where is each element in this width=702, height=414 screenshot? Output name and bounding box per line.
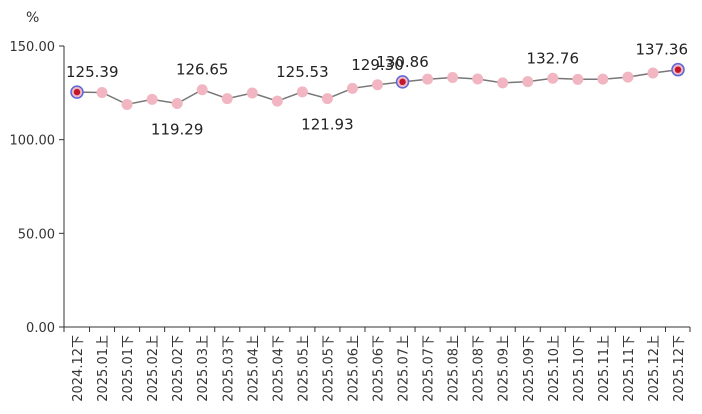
x-tick-label: 2025.01下 bbox=[121, 335, 136, 402]
data-label: 137.36 bbox=[636, 41, 689, 59]
y-tick-label: 100.00 bbox=[10, 134, 56, 149]
data-label: 125.39 bbox=[66, 63, 119, 81]
data-point bbox=[96, 86, 108, 98]
data-label: 132.76 bbox=[527, 49, 580, 67]
x-tick-label: 2025.05下 bbox=[321, 335, 336, 402]
x-tick-label: 2025.01上 bbox=[96, 335, 111, 402]
data-point bbox=[296, 86, 308, 98]
x-tick-label: 2025.08下 bbox=[472, 335, 487, 402]
data-point bbox=[246, 87, 258, 99]
x-tick-label: 2025.08上 bbox=[447, 335, 462, 402]
data-point bbox=[597, 73, 609, 85]
x-axis: 2024.12下 2025.01上 2025.01下 2025.02上 2025.02下… bbox=[63, 326, 691, 402]
x-tick-label: 2025.03下 bbox=[221, 335, 236, 402]
data-point bbox=[372, 79, 383, 91]
data-point bbox=[121, 98, 133, 110]
series-layer bbox=[70, 62, 685, 110]
x-tick-label: 2024.12下 bbox=[71, 335, 86, 402]
y-tick-label: 0.00 bbox=[26, 321, 55, 336]
highlighted-data-point-core bbox=[674, 66, 682, 73]
data-point bbox=[196, 84, 208, 96]
data-point bbox=[171, 98, 183, 110]
x-tick-label: 2025.04下 bbox=[271, 335, 286, 402]
x-tick-label: 2025.12下 bbox=[672, 335, 687, 402]
x-tick-label: 2025.03上 bbox=[196, 335, 211, 402]
data-label: 129.30 bbox=[351, 56, 404, 74]
x-tick-label: 2025.09下 bbox=[522, 335, 537, 402]
data-label: 130.86 bbox=[376, 53, 429, 71]
data-point bbox=[497, 77, 509, 89]
data-point bbox=[271, 95, 283, 107]
data-label: 125.53 bbox=[276, 63, 329, 81]
data-point bbox=[346, 82, 358, 94]
highlighted-data-point-core bbox=[399, 78, 406, 86]
data-point bbox=[447, 71, 459, 83]
data-label: 121.93 bbox=[301, 116, 354, 134]
data-point bbox=[547, 72, 559, 84]
y-tick-label: 150.00 bbox=[10, 40, 56, 55]
data-point bbox=[572, 73, 584, 85]
x-tick-label: 2025.10下 bbox=[572, 335, 587, 402]
data-point bbox=[622, 71, 634, 83]
y-tick-label: 50.00 bbox=[18, 227, 55, 242]
x-tick-label: 2025.10上 bbox=[547, 335, 562, 402]
data-point bbox=[647, 67, 659, 79]
x-tick-label: 2025.06上 bbox=[346, 335, 361, 402]
x-tick-label: 2025.07下 bbox=[422, 335, 437, 402]
highlighted-data-point-core bbox=[73, 88, 81, 96]
data-label-layer: 125.39 119.29 126.65 125.53 121.93 129.30130.… bbox=[66, 41, 688, 139]
y-axis-unit-label: % bbox=[26, 10, 39, 26]
x-tick-label: 2025.02上 bbox=[146, 335, 161, 402]
data-point bbox=[146, 93, 158, 105]
x-tick-label: 2025.12上 bbox=[647, 335, 662, 402]
x-tick-label: 2025.11下 bbox=[622, 335, 637, 402]
data-label: 119.29 bbox=[151, 121, 204, 139]
x-tick-label: 2025.09上 bbox=[497, 335, 512, 402]
data-point bbox=[522, 76, 534, 88]
x-tick-label: 2025.04上 bbox=[246, 335, 261, 402]
data-point bbox=[422, 73, 434, 85]
data-point bbox=[472, 73, 484, 85]
y-axis: 150.00 100.00 50.00 0.00 bbox=[10, 40, 65, 336]
data-point bbox=[321, 93, 333, 105]
x-tick-label: 2025.05上 bbox=[296, 335, 311, 402]
data-point bbox=[221, 93, 233, 105]
x-tick-label: 2025.11上 bbox=[597, 335, 612, 402]
x-tick-label: 2025.02下 bbox=[171, 335, 186, 402]
x-tick-label: 2025.06下 bbox=[372, 335, 387, 402]
x-tick-label: 2025.07上 bbox=[397, 335, 412, 402]
data-label: 126.65 bbox=[176, 61, 229, 79]
